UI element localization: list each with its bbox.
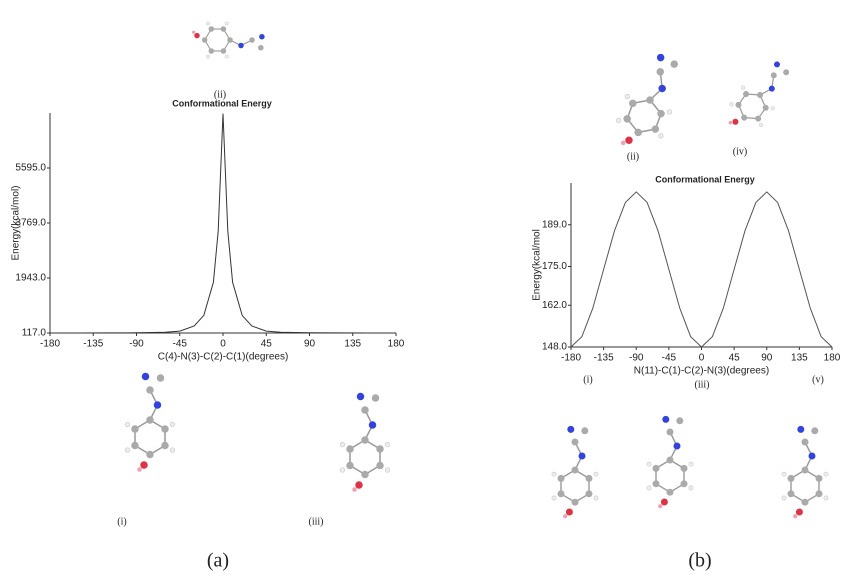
x-axis-label: N(11)-C(1)-C(2)-N(3)(degrees) <box>634 366 769 377</box>
x-tick-label: -45 <box>662 353 677 364</box>
molecule <box>720 53 798 141</box>
x-tick-label: 0 <box>220 339 226 350</box>
x-tick-label: -90 <box>129 339 144 350</box>
molecule <box>125 373 175 472</box>
y-tick-label: 162.0 <box>542 300 567 311</box>
y-tick-label: 189.0 <box>542 219 567 230</box>
chart-title: Conformational Energy <box>655 174 755 184</box>
structure-label: (iii) <box>695 379 710 390</box>
x-tick-label: -45 <box>173 339 188 350</box>
x-tick-label: -135 <box>83 339 103 350</box>
panel-label: (a) <box>207 550 229 572</box>
panel-label: (b) <box>688 550 711 572</box>
x-axis-label: C(4)-N(3)-C(2)-C(1)(degrees) <box>158 352 289 363</box>
x-tick-label: -135 <box>594 353 614 364</box>
structure-label: (i) <box>117 516 126 527</box>
x-tick-label: 180 <box>388 339 405 350</box>
structure-label: (ii) <box>627 151 639 162</box>
structure-label: (ii) <box>214 89 226 100</box>
y-tick-label: 5595.0 <box>15 163 46 174</box>
structure-label: (v) <box>812 374 824 385</box>
x-tick-label: 0 <box>699 353 705 364</box>
x-tick-label: 135 <box>344 339 361 350</box>
x-tick-label: -90 <box>629 353 644 364</box>
structure-label: (iii) <box>309 516 324 527</box>
structure-label: (iv) <box>733 146 747 157</box>
line <box>571 192 832 347</box>
molecule <box>647 416 693 508</box>
molecule <box>552 426 598 518</box>
x-tick-label: -180 <box>40 339 60 350</box>
x-tick-label: 90 <box>304 339 316 350</box>
structure-label: (i) <box>583 374 592 385</box>
y-tick-label: 117.0 <box>22 328 47 339</box>
x-tick-label: 180 <box>824 353 841 364</box>
molecule <box>340 393 390 492</box>
molecule <box>192 22 265 58</box>
x-tick-label: 45 <box>729 353 741 364</box>
y-tick-label: 1943.0 <box>15 273 46 284</box>
figure: Conformational Energy117.01943.03769.055… <box>0 0 845 578</box>
x-tick-label: 45 <box>261 339 273 350</box>
molecules <box>125 22 828 518</box>
x-tick-label: 135 <box>791 353 808 364</box>
line <box>50 114 396 333</box>
molecule <box>782 426 828 518</box>
y-axis-label: Energy(kcal/mol <box>532 229 543 301</box>
y-tick-label: 148.0 <box>542 342 567 353</box>
y-tick-label: 175.0 <box>542 261 567 272</box>
molecule <box>609 47 689 157</box>
x-tick-label: 90 <box>761 353 773 364</box>
y-axis-label: Energy(kcal/mol) <box>11 185 22 260</box>
x-tick-label: -180 <box>561 353 581 364</box>
